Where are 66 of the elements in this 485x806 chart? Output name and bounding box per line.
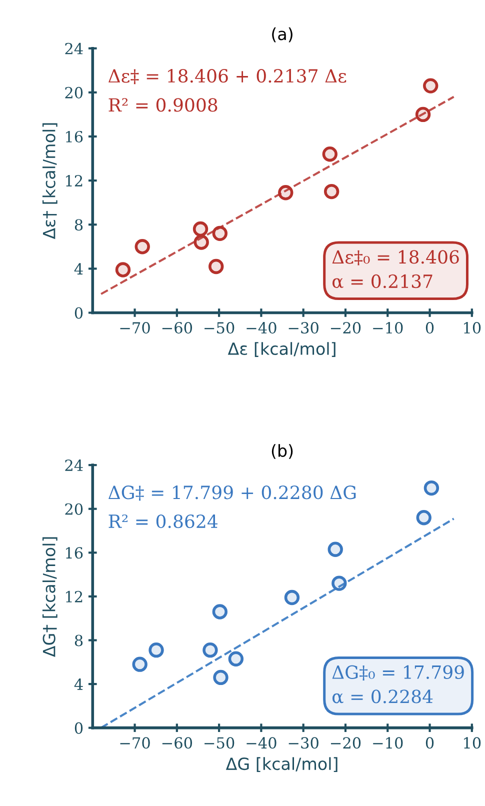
annotation: ΔG‡₀ = 17.799 α = 0.2284 [332,665,464,704]
x-axis-title: Δε [kcal/mol] [228,342,336,357]
y-tick-label: 16 [66,130,83,143]
x-tick-label: −70 [120,322,150,334]
point [278,185,294,200]
y-tick-label: 4 [74,678,83,690]
point [212,226,228,242]
point [194,234,209,250]
point [324,184,340,200]
y-tick-label: 0 [74,307,83,319]
y-tick-label: 12 [66,175,82,186]
y-tick-label: 16 [66,547,83,559]
point [148,642,164,658]
point [212,604,228,620]
x-tick-label: 0 [426,737,434,749]
x-tick-label: −40 [246,322,276,334]
y-tick-label: 4 [74,263,83,274]
y-tick-label: 24 [65,42,83,54]
x-tick-label: −70 [120,737,150,749]
x-tick-label: −10 [373,322,403,334]
x-tick-label: −60 [162,322,192,334]
x-tick-label: −10 [373,737,403,749]
x-tick-label: −30 [288,737,318,749]
point [202,642,218,658]
point [192,221,208,237]
point [328,542,343,557]
point [415,106,431,122]
y-tick-label: 0 [74,722,83,734]
x-tick-label: 0 [426,322,434,334]
annotation: Δε‡ = 18.406 + 0.2137 Δε [108,69,346,84]
x-tick-label: −50 [204,322,234,334]
chart-title: (a) [272,27,292,42]
point [208,258,224,274]
y-tick-label: 12 [66,590,82,602]
y-tick-label: 20 [65,503,83,515]
y-tick-label: 8 [74,634,83,646]
chart-title: (b) [272,444,293,459]
x-tick-label: −40 [246,737,276,749]
x-axis-title: ΔG [kcal/mol] [226,757,338,772]
point [132,656,148,672]
annotation: Δε‡₀ = 18.406 α = 0.2137 [332,250,459,288]
x-tick-label: −20 [330,737,361,749]
point [134,239,150,254]
point [332,576,347,591]
point [115,262,131,278]
x-tick-label: −50 [204,737,234,749]
y-tick-label: 8 [74,219,83,231]
x-tick-label: 10 [464,322,481,334]
x-tick-label: −60 [162,737,192,749]
point [424,480,440,496]
y-tick-label: 20 [65,86,83,98]
x-tick-label: −20 [330,322,361,334]
point [416,510,432,526]
point [228,651,244,666]
x-tick-label: 10 [464,737,481,749]
y-tick-label: 24 [65,460,83,471]
x-tick-label: −30 [288,322,318,334]
point [423,78,438,94]
y-axis-title: ΔG† [kcal/mol] [42,537,58,657]
annotation: R² = 0.8624 [108,514,218,528]
point [284,590,300,606]
annotation: R² = 0.9008 [108,98,218,112]
annotation: ΔG‡ = 17.799 + 0.2280 ΔG [108,486,356,501]
point [213,670,228,686]
y-axis-title: Δε† [kcal/mol] [42,123,58,240]
point [322,146,338,162]
